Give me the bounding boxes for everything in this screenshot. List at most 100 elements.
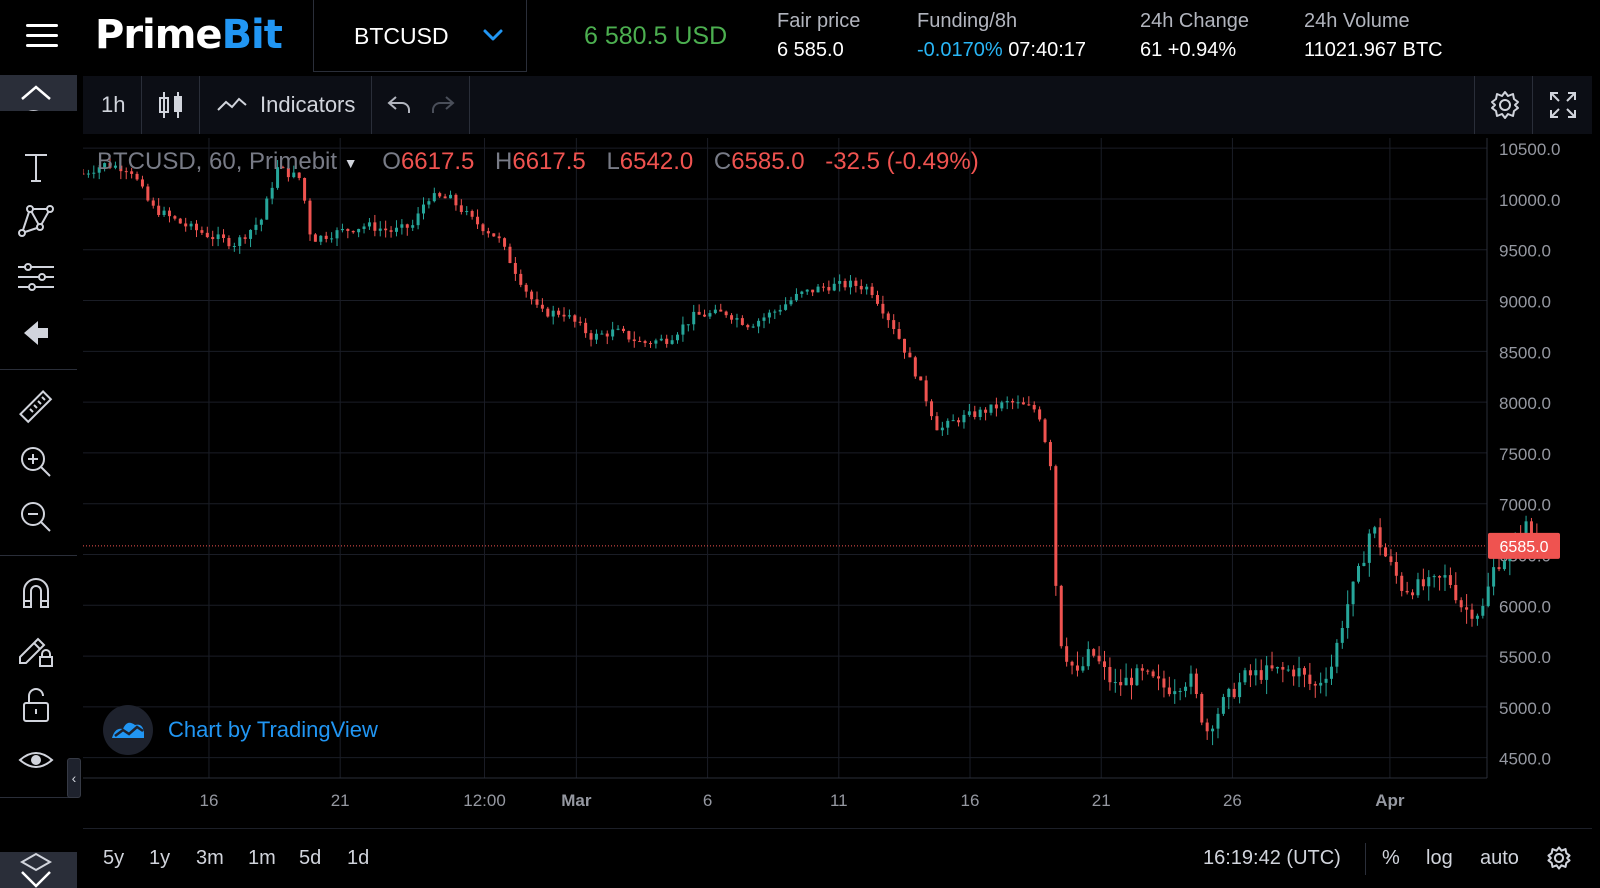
zoom-in-tool[interactable] <box>14 440 58 484</box>
primebit-logo[interactable]: PrimeBit <box>95 12 283 58</box>
candle-body <box>243 237 247 239</box>
forecast-tool[interactable] <box>14 255 58 299</box>
pattern-tool[interactable] <box>14 199 58 243</box>
candle-body <box>1178 690 1182 692</box>
percent-toggle[interactable]: % <box>1382 847 1400 869</box>
candle-body <box>1421 579 1425 587</box>
candle-body <box>194 223 198 231</box>
candle-body <box>832 283 836 291</box>
toolbar-scroll-up[interactable] <box>0 75 77 122</box>
toolbar-scroll-down[interactable] <box>0 852 77 888</box>
candle-body <box>1216 713 1220 729</box>
price-chart[interactable]: 4500.05000.05500.06000.06500.07000.07500… <box>83 138 1592 828</box>
text-tool[interactable] <box>14 145 58 189</box>
y-axis-tick-label: 7000.0 <box>1499 496 1551 515</box>
range-3m[interactable]: 3m <box>196 847 224 869</box>
magnet-icon <box>23 578 49 608</box>
interval-label: 1h <box>101 92 126 117</box>
range-1y[interactable]: 1y <box>149 847 171 869</box>
utc-clock[interactable]: 16:19:42 (UTC) <box>1203 847 1341 869</box>
candle-body <box>1475 615 1479 619</box>
hide-drawings[interactable] <box>14 738 58 782</box>
fair-price-value: 6 585.0 <box>777 39 844 61</box>
candle-body <box>962 414 966 423</box>
candle-body <box>1124 677 1128 686</box>
candle-body <box>1357 565 1361 582</box>
candle-body <box>1059 585 1063 647</box>
candle-body <box>1254 670 1258 676</box>
volume-24h-label: 24h Volume <box>1304 10 1410 32</box>
candle-body <box>1492 567 1496 587</box>
candle-body <box>319 235 323 242</box>
candle-body <box>1265 665 1269 680</box>
range-5y[interactable]: 5y <box>103 847 125 869</box>
x-axis-tick-label: 21 <box>331 791 350 810</box>
collapse-toolbar-handle[interactable]: ‹ <box>67 758 81 798</box>
magnet-mode[interactable] <box>14 571 58 615</box>
candle-body <box>838 280 842 284</box>
range-1m[interactable]: 1m <box>248 847 276 869</box>
candle-body <box>1146 670 1150 672</box>
candle-body <box>1394 561 1398 576</box>
candle-body <box>562 314 566 317</box>
candle-body <box>627 331 631 340</box>
indicators-button[interactable]: Indicators <box>200 76 372 134</box>
candle-body <box>1081 666 1085 671</box>
candle-body <box>1297 668 1301 677</box>
chart-settings-button[interactable] <box>1474 76 1533 134</box>
candle-body <box>530 291 534 300</box>
top-header: PrimeBit BTCUSD 6 580.5 USD Fair price 6… <box>0 0 1600 72</box>
legend-symbol[interactable]: BTCUSD, 60, Primebit <box>97 148 338 175</box>
undo-icon[interactable] <box>386 93 412 117</box>
current-price-tag <box>1488 532 1560 559</box>
zoom-out-tool[interactable] <box>14 495 58 539</box>
candle-body <box>140 179 144 187</box>
remove-drawings-tool[interactable] <box>14 311 58 355</box>
candle-body <box>1243 670 1247 683</box>
candle-body <box>324 235 328 239</box>
lock-all-drawings[interactable] <box>14 683 58 727</box>
log-toggle[interactable]: log <box>1426 847 1453 869</box>
symbol-selector[interactable]: BTCUSD <box>313 0 527 72</box>
candle-body <box>178 218 182 224</box>
range-1d[interactable]: 1d <box>347 847 370 869</box>
candle-body <box>292 172 296 178</box>
candle-body <box>1367 533 1371 563</box>
candle-body <box>1270 665 1274 669</box>
candle-body <box>227 237 231 247</box>
chart-canvas[interactable]: 4500.05000.05500.06000.06500.07000.07500… <box>83 138 1592 828</box>
interval-button[interactable]: 1h <box>83 76 142 134</box>
candle-body <box>335 230 339 239</box>
candle-body <box>967 411 971 415</box>
lock-drawing-mode[interactable] <box>14 627 58 671</box>
unlock-icon <box>23 688 49 722</box>
candle-body <box>1248 670 1252 676</box>
candle-body <box>1302 668 1306 675</box>
candle-body <box>1086 649 1090 667</box>
candle-body <box>854 280 858 286</box>
candle-body <box>173 216 177 219</box>
redo-icon[interactable] <box>430 93 456 117</box>
candle-body <box>1021 402 1025 405</box>
chart-type-button[interactable] <box>142 76 200 134</box>
scale-settings-gear-icon[interactable] <box>1546 845 1572 871</box>
candle-body <box>405 224 409 228</box>
candle-body <box>1032 404 1036 410</box>
candle-body <box>211 237 215 240</box>
auto-toggle[interactable]: auto <box>1480 847 1519 869</box>
candle-body <box>1113 682 1117 684</box>
candle-body <box>286 167 290 178</box>
candle-body <box>113 165 117 168</box>
candle-body <box>573 315 577 322</box>
measure-tool[interactable] <box>14 385 58 429</box>
candle-body <box>1151 671 1155 677</box>
range-5d[interactable]: 5d <box>299 847 322 869</box>
legend-change: -32.5 (-0.49%) <box>825 148 979 175</box>
candle-body <box>984 409 988 413</box>
candle-body <box>1027 404 1031 406</box>
logo-text-prime: Prime <box>95 12 223 58</box>
legend-caret-icon[interactable]: ▼ <box>343 154 358 171</box>
y-axis-tick-label: 8500.0 <box>1499 343 1551 362</box>
fullscreen-button[interactable] <box>1533 76 1592 134</box>
menu-icon[interactable] <box>26 24 58 48</box>
